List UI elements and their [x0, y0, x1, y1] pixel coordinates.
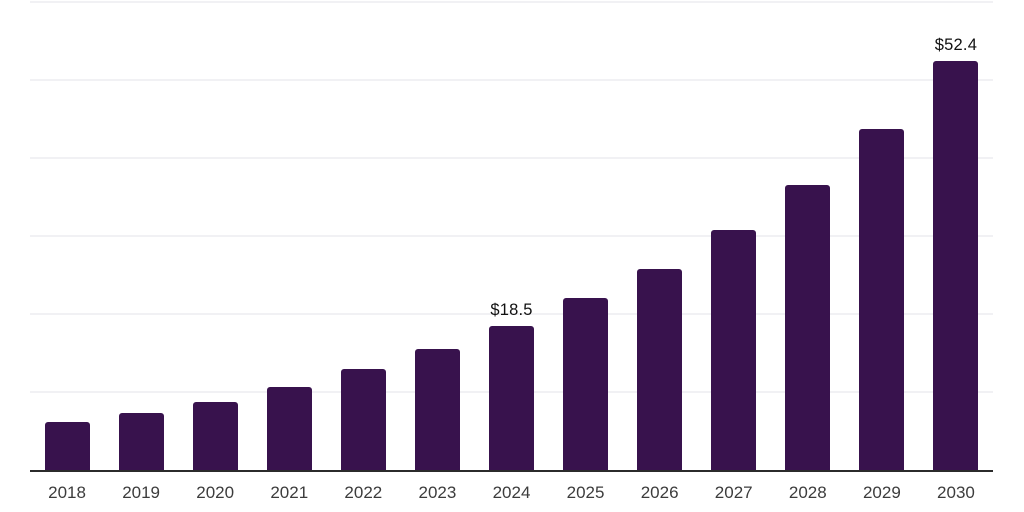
bar	[118, 413, 164, 470]
bar	[340, 369, 386, 470]
x-tick-label: 2021	[270, 483, 309, 502]
bar	[266, 386, 312, 470]
x-tick-label: 2018	[48, 483, 86, 502]
x-axis-labels: 2018 2019 2020 2021 2022 2023 2024 2025 2026 2027…	[30, 483, 993, 507]
bar	[933, 61, 979, 470]
plot-area: $18.5 $52.4	[30, 1, 993, 472]
bar-value-label: $52.4	[934, 36, 978, 55]
gridline	[30, 157, 993, 159]
bar	[785, 185, 831, 470]
x-tick-label: 2027	[714, 483, 753, 502]
x-axis-line	[30, 470, 993, 472]
x-tick-label: 2030	[937, 483, 975, 502]
x-tick-label: 2024	[492, 483, 531, 502]
gridline	[30, 313, 993, 315]
gridline	[30, 79, 993, 81]
x-tick-label: 2028	[788, 483, 827, 502]
x-tick-label: 2029	[862, 483, 901, 502]
bar	[637, 268, 683, 470]
x-tick-label: 2026	[640, 483, 679, 502]
bar	[711, 229, 757, 470]
gridline	[30, 1, 993, 3]
x-tick-label: 2022	[344, 483, 383, 502]
x-tick-label: 2025	[566, 483, 605, 502]
bar-value-label: $18.5	[490, 300, 533, 319]
bar	[192, 402, 238, 470]
gridline	[30, 235, 993, 237]
x-tick-label: 2023	[418, 483, 457, 502]
x-tick-label: 2020	[196, 483, 235, 502]
bar	[414, 349, 460, 470]
bar	[563, 298, 609, 470]
bar	[859, 129, 905, 470]
bar	[44, 422, 90, 470]
x-tick-label: 2019	[122, 483, 161, 502]
bar	[489, 325, 534, 470]
